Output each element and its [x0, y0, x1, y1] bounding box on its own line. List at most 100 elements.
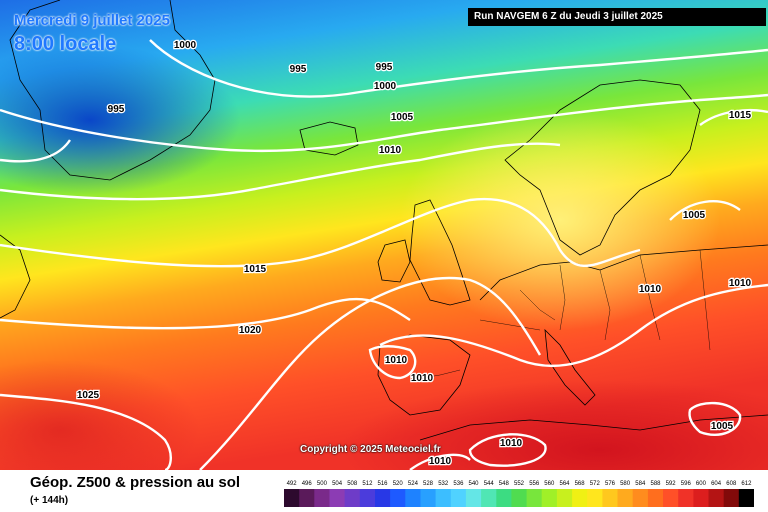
scale-swatch [465, 489, 482, 507]
scale-value-label: 520 [393, 481, 404, 487]
iberia-coast [377, 334, 471, 416]
lead-time: (+ 144h) [30, 495, 69, 506]
scale-swatch [344, 489, 361, 507]
footer-bar: Géop. Z500 & pression au sol (+ 144h) 49… [0, 470, 768, 512]
isobar-line [688, 401, 742, 437]
isobar-line [379, 283, 768, 368]
scale-swatch [329, 489, 346, 507]
scale-swatch [556, 489, 573, 507]
isobar-line [468, 433, 547, 467]
scale-value-label: 568 [575, 481, 586, 487]
scale-swatch [511, 489, 528, 507]
scale-swatch [405, 489, 421, 507]
isobar-line [0, 393, 172, 470]
isobar-label: 995 [108, 104, 125, 115]
isobar-label: 1010 [385, 355, 408, 366]
scale-value-label: 504 [332, 481, 343, 487]
isobar-labels: 1000 995 995 995 1000 1005 1010 1015 100… [76, 39, 753, 469]
field-title: Géop. Z500 & pression au sol [30, 474, 241, 491]
isobar-label: 1000 [174, 40, 197, 51]
isobar-label: 1005 [391, 112, 414, 123]
scale-value-label: 588 [650, 481, 661, 487]
border-line [599, 269, 611, 341]
scandinavia-coast [504, 79, 701, 256]
scale-value-label: 508 [347, 481, 358, 487]
model-run-label: Run NAVGEM 6 Z du Jeudi 3 juillet 2025 [468, 8, 766, 26]
isobar-label: 995 [290, 64, 307, 75]
scale-swatch [708, 489, 725, 507]
scale-swatch [693, 489, 710, 507]
scale-swatch [450, 489, 467, 507]
forecast-date: Mercredi 9 juillet 2025 [14, 12, 170, 29]
scale-swatch [435, 489, 452, 507]
scale-value-label: 584 [635, 481, 646, 487]
britain-coast [409, 199, 471, 306]
ireland-coast [377, 239, 411, 283]
isobar-label: 1010 [500, 438, 523, 449]
scale-swatch [496, 489, 512, 507]
isobar-line [0, 297, 411, 330]
scale-value-label: 524 [408, 481, 419, 487]
border-line [639, 254, 661, 341]
low-height-area-greenland [0, 45, 240, 195]
italy-coast [544, 328, 596, 406]
scale-value-label: 604 [711, 481, 722, 487]
scale-value-label: 576 [605, 481, 616, 487]
isobar-label: 1005 [683, 210, 706, 221]
border-line [409, 369, 461, 381]
scale-swatch [284, 489, 300, 507]
scale-swatch [314, 489, 330, 507]
isobar-label: 1010 [379, 145, 402, 156]
scale-swatch [481, 489, 497, 507]
border-line [479, 319, 541, 331]
scale-swatch [678, 489, 694, 507]
isobar-line [199, 276, 542, 470]
scale-value-label: 592 [666, 481, 677, 487]
scale-value-label: 596 [681, 481, 692, 487]
scale-value-label: 496 [302, 481, 313, 487]
scale-value-label: 600 [696, 481, 707, 487]
isobar-label: 1015 [244, 264, 267, 275]
isobar-line [0, 139, 71, 163]
geopotential-map: 1000 995 995 995 1000 1005 1010 1015 100… [0, 0, 768, 470]
isobar-label: 1025 [77, 390, 100, 401]
scale-value-label: 532 [438, 481, 449, 487]
isobar-label: 1010 [639, 284, 662, 295]
isobars [0, 39, 768, 470]
border-line [559, 264, 566, 331]
scale-value-label: 492 [287, 481, 298, 487]
scale-swatch [420, 489, 437, 507]
isobar-label: 1010 [411, 373, 434, 384]
scale-value-label: 512 [362, 481, 373, 487]
scale-swatch [723, 489, 740, 507]
scale-swatch [602, 489, 619, 507]
scale-swatch [663, 489, 679, 507]
scale-swatch [738, 489, 754, 507]
north-america-coast [0, 234, 31, 319]
isobar-line [409, 453, 471, 470]
scale-value-label: 500 [317, 481, 328, 487]
copyright-notice: Copyright © 2025 Meteociel.fr [300, 444, 441, 455]
scale-value-label: 608 [726, 481, 737, 487]
warm-area-atlantic [0, 360, 200, 470]
scale-swatch [632, 489, 649, 507]
scale-value-label: 556 [529, 481, 540, 487]
scale-swatch [587, 489, 603, 507]
scale-value-label: 536 [453, 481, 464, 487]
scale-swatch [617, 489, 634, 507]
scale-value-label: 564 [559, 481, 570, 487]
scale-value-label: 552 [514, 481, 525, 487]
border-line [519, 289, 556, 321]
isobar-label: 1010 [729, 278, 752, 289]
scale-swatch [299, 489, 315, 507]
country-borders [409, 249, 711, 381]
greenland-coast [9, 0, 216, 181]
forecast-time: 8:00 locale [14, 33, 117, 55]
isobar-line [0, 197, 641, 268]
scale-swatch [359, 489, 376, 507]
isobar-line [0, 93, 768, 153]
isobar-line [368, 345, 417, 380]
border-line [699, 249, 711, 351]
scale-swatch [526, 489, 543, 507]
